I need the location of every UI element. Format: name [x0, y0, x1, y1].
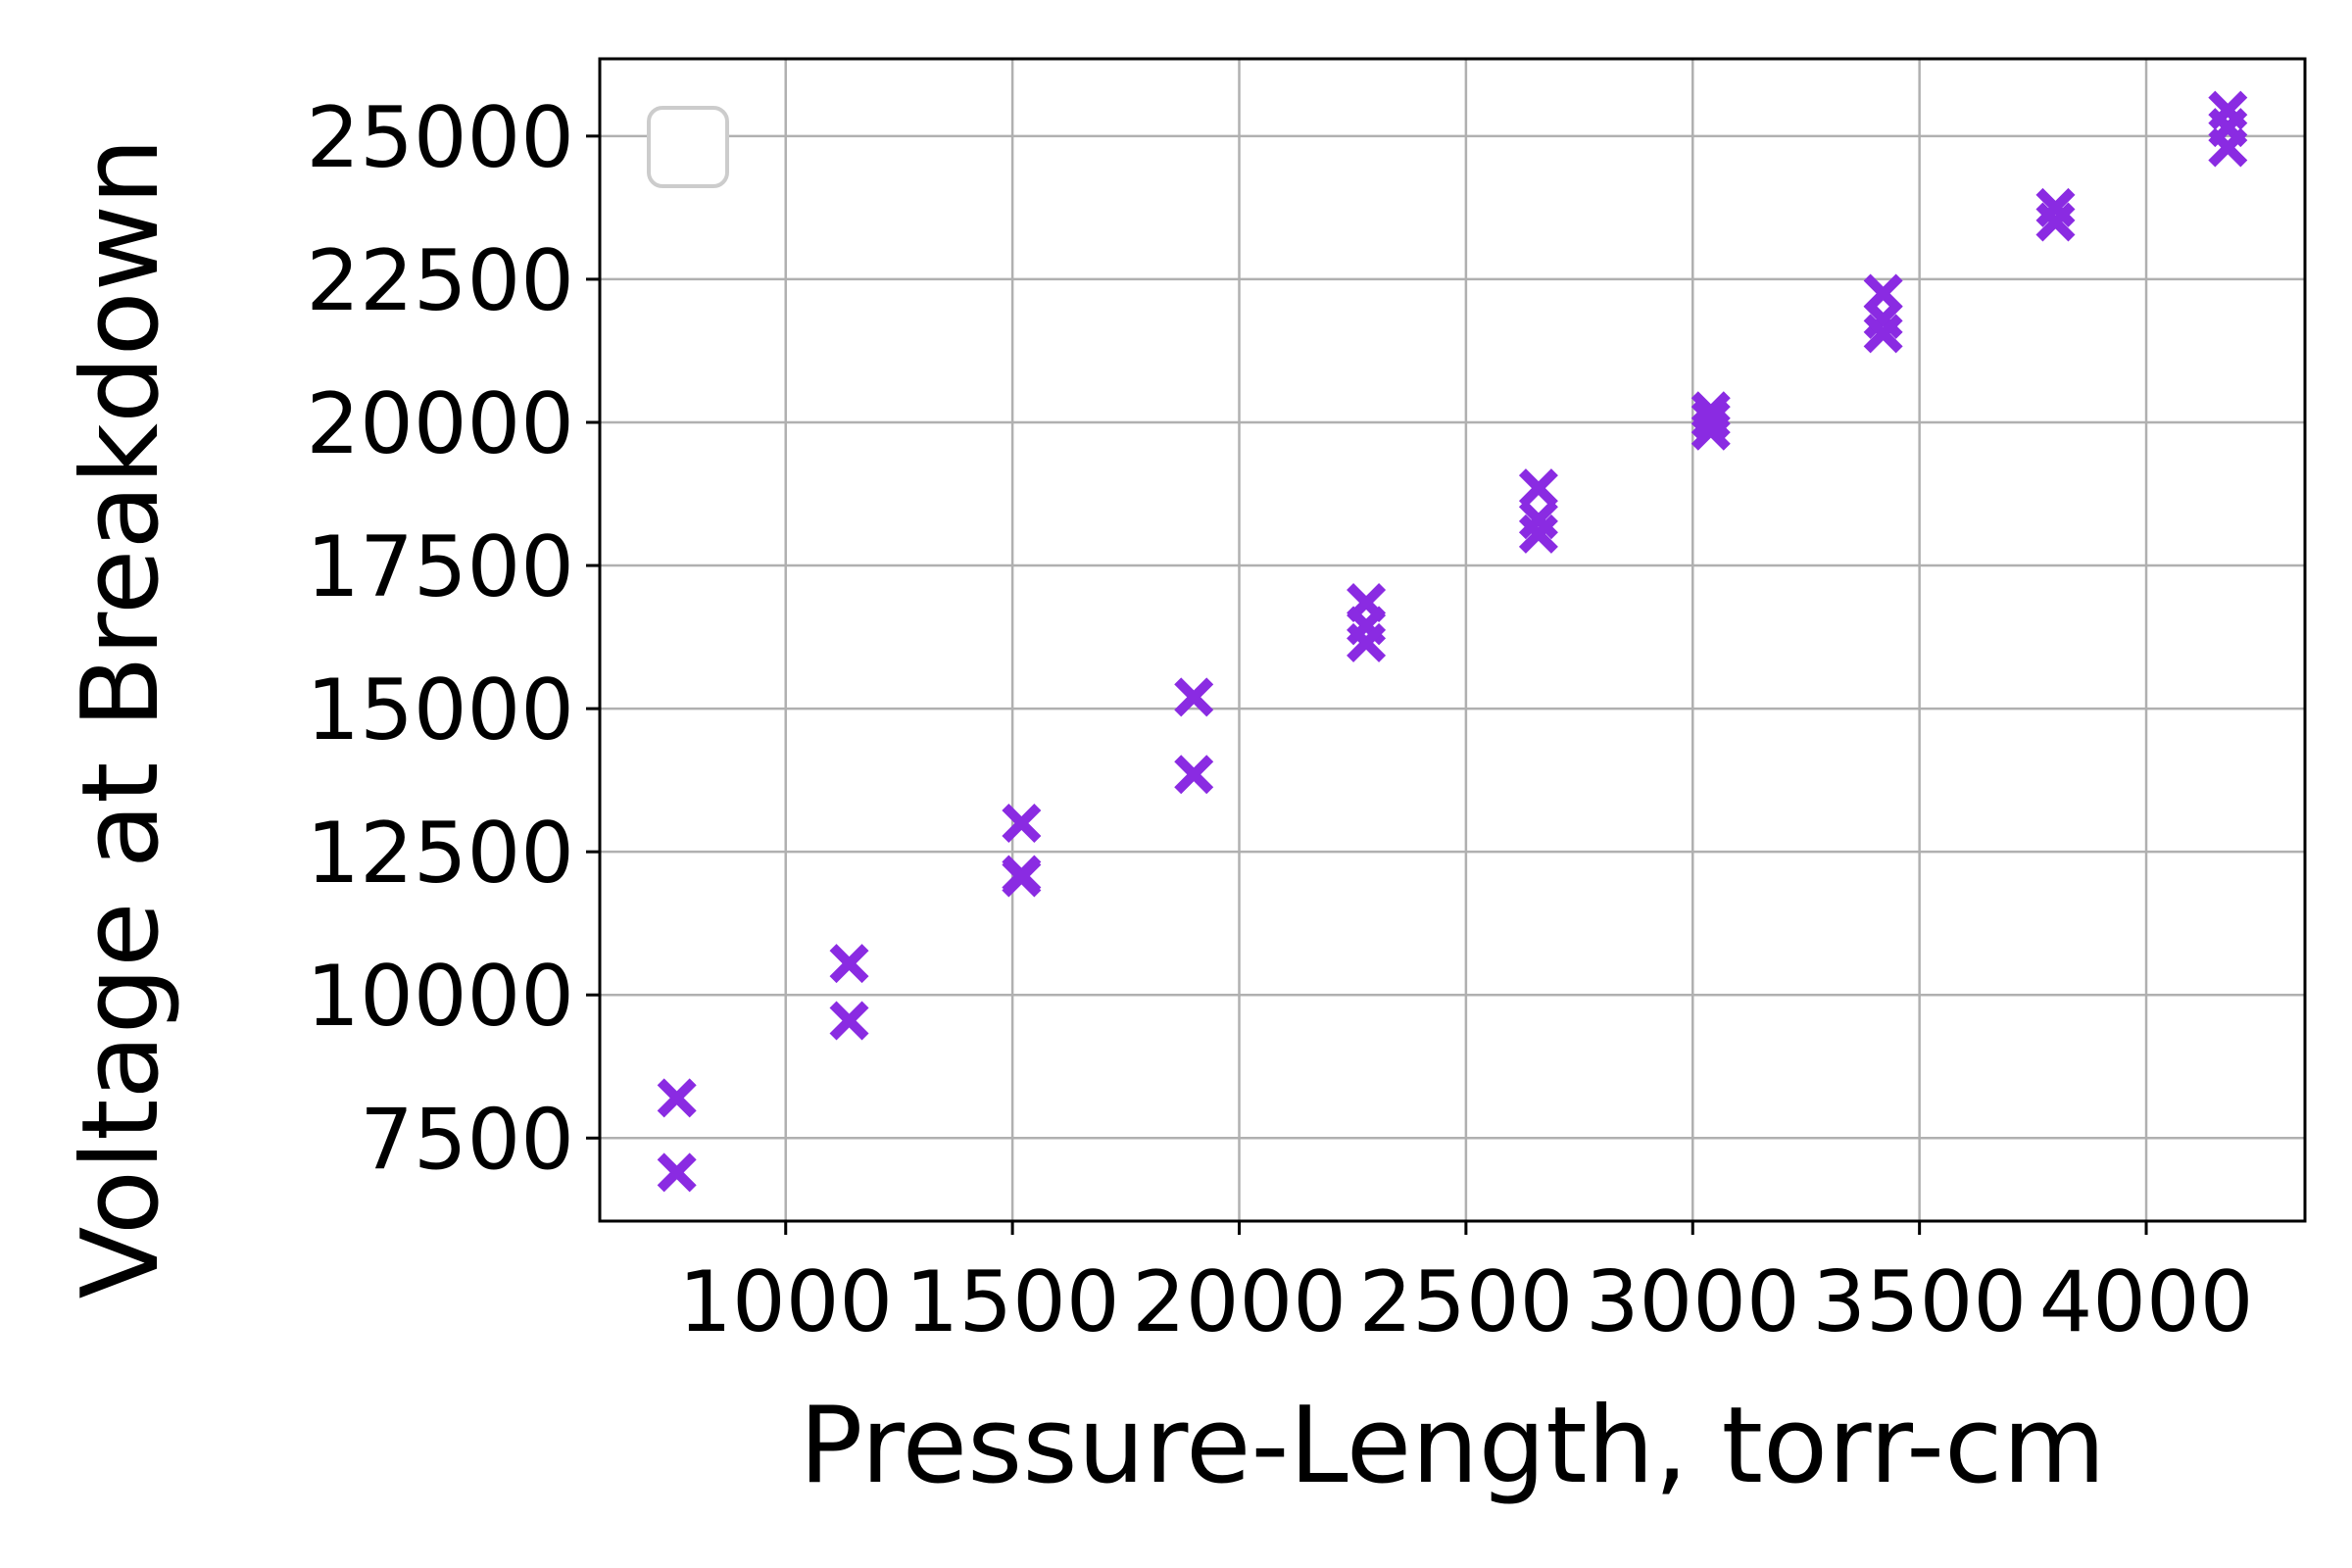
data-point	[1518, 468, 1558, 509]
y-tick-label: 22500	[306, 232, 574, 330]
y-tick-label: 10000	[306, 948, 574, 1046]
x-tick-label: 2000	[1132, 1253, 1347, 1351]
y-tick-label: 17500	[306, 518, 574, 616]
y-tick-label: 12500	[306, 805, 574, 903]
data-point	[1863, 314, 1903, 354]
data-point	[1174, 677, 1214, 717]
legend-box	[647, 106, 729, 188]
data-point	[1347, 622, 1387, 662]
y-axis-label: Voltage at Breakdown	[60, 138, 182, 1299]
x-tick-label: 1500	[906, 1253, 1120, 1351]
data-point	[1518, 514, 1558, 554]
data-point	[1690, 411, 1731, 451]
x-tick-label: 4000	[2039, 1253, 2254, 1351]
x-tick-label: 1000	[678, 1253, 893, 1351]
grid-lines	[600, 59, 2305, 1221]
y-tick-label: 25000	[306, 89, 574, 187]
y-tick-label: 20000	[306, 375, 574, 473]
data-points	[657, 90, 2248, 1193]
data-point	[1002, 858, 1042, 898]
data-point	[1174, 755, 1214, 795]
y-tick-label: 15000	[306, 662, 574, 760]
data-point	[657, 1078, 697, 1118]
data-point	[1002, 803, 1042, 843]
x-tick-label: 3000	[1586, 1253, 1800, 1351]
data-point	[2035, 202, 2076, 242]
y-tick-label: 7500	[360, 1091, 574, 1189]
x-tick-label: 2500	[1358, 1253, 1573, 1351]
data-point	[829, 1001, 869, 1041]
x-tick-label: 3500	[1812, 1253, 2027, 1351]
data-point	[657, 1152, 697, 1193]
plot-area-frame	[598, 57, 2307, 1223]
x-axis-label: Pressure-Length, torr-cm	[799, 1385, 2105, 1507]
data-point	[1690, 400, 1731, 440]
axis-ticks: 1000 1500 2000 2500 3000 3500 4000 7500 10000 125…	[306, 89, 2253, 1351]
data-point	[829, 944, 869, 984]
data-point	[2208, 127, 2248, 168]
